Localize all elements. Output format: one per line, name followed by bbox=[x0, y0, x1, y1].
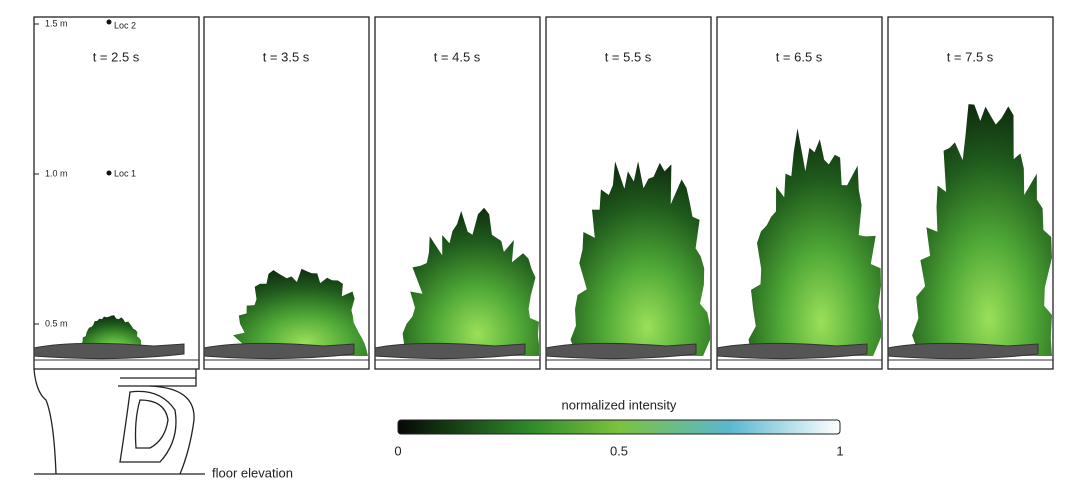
time-label: t = 7.5 s bbox=[947, 49, 994, 64]
plume bbox=[570, 161, 710, 356]
time-label: t = 2.5 s bbox=[93, 49, 140, 64]
colorbar-tick-label: 1 bbox=[836, 443, 843, 458]
panel: t = 4.5 s bbox=[374, 16, 541, 370]
plume bbox=[912, 104, 1052, 356]
height-label: 1.0 m bbox=[45, 168, 68, 178]
colorbar-tick-label: 0.5 bbox=[610, 443, 628, 458]
panel-frame bbox=[33, 16, 200, 370]
location-marker bbox=[106, 19, 112, 25]
bowl-rim bbox=[545, 342, 697, 360]
bowl-rim bbox=[203, 342, 355, 360]
panel: t = 7.5 s bbox=[887, 16, 1054, 370]
time-label: t = 5.5 s bbox=[605, 49, 652, 64]
bowl-rim bbox=[716, 342, 868, 360]
toilet-sketch bbox=[33, 368, 205, 475]
panel: t = 3.5 s bbox=[203, 16, 370, 370]
height-scale: 1.5 m 1.0 m 0.5 m Loc 2 Loc 1 bbox=[34, 18, 136, 328]
panel: t = 6.5 s bbox=[716, 16, 883, 370]
location-label: Loc 1 bbox=[114, 168, 136, 178]
plume bbox=[748, 128, 881, 356]
bowl-rim bbox=[887, 342, 1039, 360]
floor-label: floor elevation bbox=[212, 465, 293, 480]
plume bbox=[228, 268, 368, 356]
panels: t = 2.5 s t = 3.5 s t = 4.5 s t = 5.5 s t = … bbox=[33, 16, 1054, 370]
location-label: Loc 2 bbox=[114, 20, 136, 30]
height-label: 1.5 m bbox=[45, 18, 68, 28]
colorbar-tick-label: 0 bbox=[394, 443, 401, 458]
height-label: 0.5 m bbox=[45, 318, 68, 328]
time-label: t = 4.5 s bbox=[434, 49, 481, 64]
bowl-rim bbox=[33, 342, 185, 360]
bowl-rim bbox=[374, 342, 526, 360]
time-label: t = 6.5 s bbox=[776, 49, 823, 64]
time-label: t = 3.5 s bbox=[263, 49, 310, 64]
panel: t = 5.5 s bbox=[545, 16, 712, 370]
colorbar-title: normalized intensity bbox=[562, 397, 677, 412]
colorbar bbox=[397, 419, 841, 435]
panel: t = 2.5 s bbox=[33, 16, 200, 370]
colorbar-ticks: 0 0.5 1 bbox=[394, 443, 843, 458]
plume bbox=[402, 207, 539, 356]
location-marker bbox=[106, 170, 112, 176]
